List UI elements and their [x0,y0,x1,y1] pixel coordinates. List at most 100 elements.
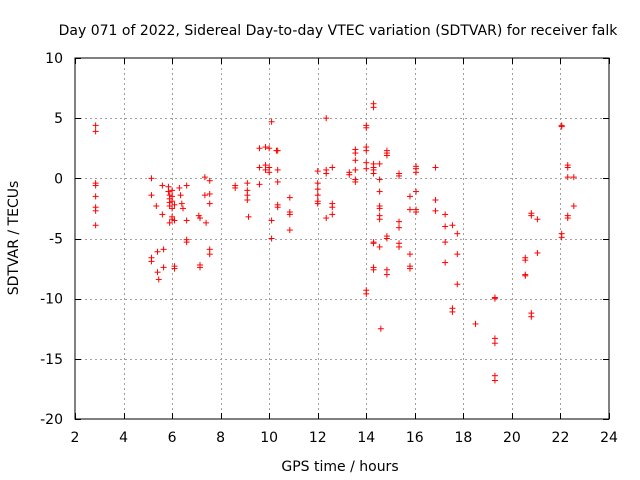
data-point [442,239,449,246]
data-point [197,215,204,222]
data-point [178,200,185,207]
data-point [92,222,99,229]
x-axis-label: GPS time / hours [281,459,398,475]
data-point [323,170,330,177]
data-point [268,118,275,125]
data-point [442,211,449,218]
data-point [165,188,172,195]
data-point [472,320,479,327]
data-point [383,271,390,278]
data-point [564,215,571,222]
data-point [92,182,99,189]
data-point [206,200,213,207]
data-point [534,249,541,256]
data-point [370,104,377,111]
data-point [558,234,565,241]
data-point [363,147,370,154]
x-tick-label: 12 [309,430,327,446]
data-point [432,196,439,203]
grid-lines [75,58,609,419]
data-point [314,168,321,175]
data-point [376,160,383,167]
data-point [268,217,275,224]
y-tick-label: -15 [40,352,63,368]
data-point [256,181,263,188]
data-point [570,174,577,181]
data-point [376,216,383,223]
data-point [169,187,176,194]
data-point [274,147,281,154]
data-point [363,124,370,131]
data-point [449,222,456,229]
y-tick-label: 10 [45,51,63,67]
data-point [432,164,439,171]
data-point [206,190,213,197]
data-point [564,164,571,171]
data-point [534,216,541,223]
data-point [274,166,281,173]
data-point [314,186,321,193]
data-point [148,258,155,265]
data-point [442,259,449,266]
data-point [206,251,213,258]
data-point [329,164,336,171]
data-point [177,192,184,199]
data-point [442,223,449,230]
data-point [266,169,273,176]
data-point [266,145,273,152]
data-point [169,205,176,212]
data-point [346,171,353,178]
data-point [370,170,377,177]
data-point [203,219,210,226]
data-point [352,150,359,157]
data-point [329,211,336,218]
data-point [166,219,173,226]
data-point [352,157,359,164]
data-point [274,178,281,185]
data-point [154,269,161,276]
data-point [244,180,251,187]
data-point [376,205,383,212]
data-point [363,290,370,297]
y-tick-label: 5 [54,111,63,127]
data-point [201,174,208,181]
data-point [314,180,321,187]
x-tick-label: 2 [71,430,80,446]
data-point [245,213,252,220]
x-tick-label: 6 [168,430,177,446]
data-point [370,240,377,247]
data-point [180,205,187,212]
x-tick-label: 18 [454,430,472,446]
x-tick-label: 20 [503,430,521,446]
data-point [522,257,529,264]
data-point [370,266,377,273]
x-tick-label: 16 [406,430,424,446]
data-point [155,276,162,283]
data-point [183,217,190,224]
data-point [363,159,370,166]
x-tick-label: 10 [260,430,278,446]
y-tick-label: -5 [49,232,63,248]
data-point [413,188,420,195]
data-point [449,308,456,315]
y-tick-label: -10 [40,292,63,308]
data-point [564,174,571,181]
data-point [314,200,321,207]
data-point [432,207,439,214]
x-tick-label: 24 [600,430,618,446]
x-tick-label: 4 [119,430,128,446]
data-point [274,204,281,211]
data-point [376,243,383,250]
data-point [396,218,403,225]
data-point [383,152,390,159]
y-tick-label: 0 [54,171,63,187]
data-point [169,198,176,205]
data-point [413,169,420,176]
data-point [396,172,403,179]
data-point [154,248,161,255]
data-point [171,201,178,208]
data-point [148,192,155,199]
data-point [323,215,330,222]
